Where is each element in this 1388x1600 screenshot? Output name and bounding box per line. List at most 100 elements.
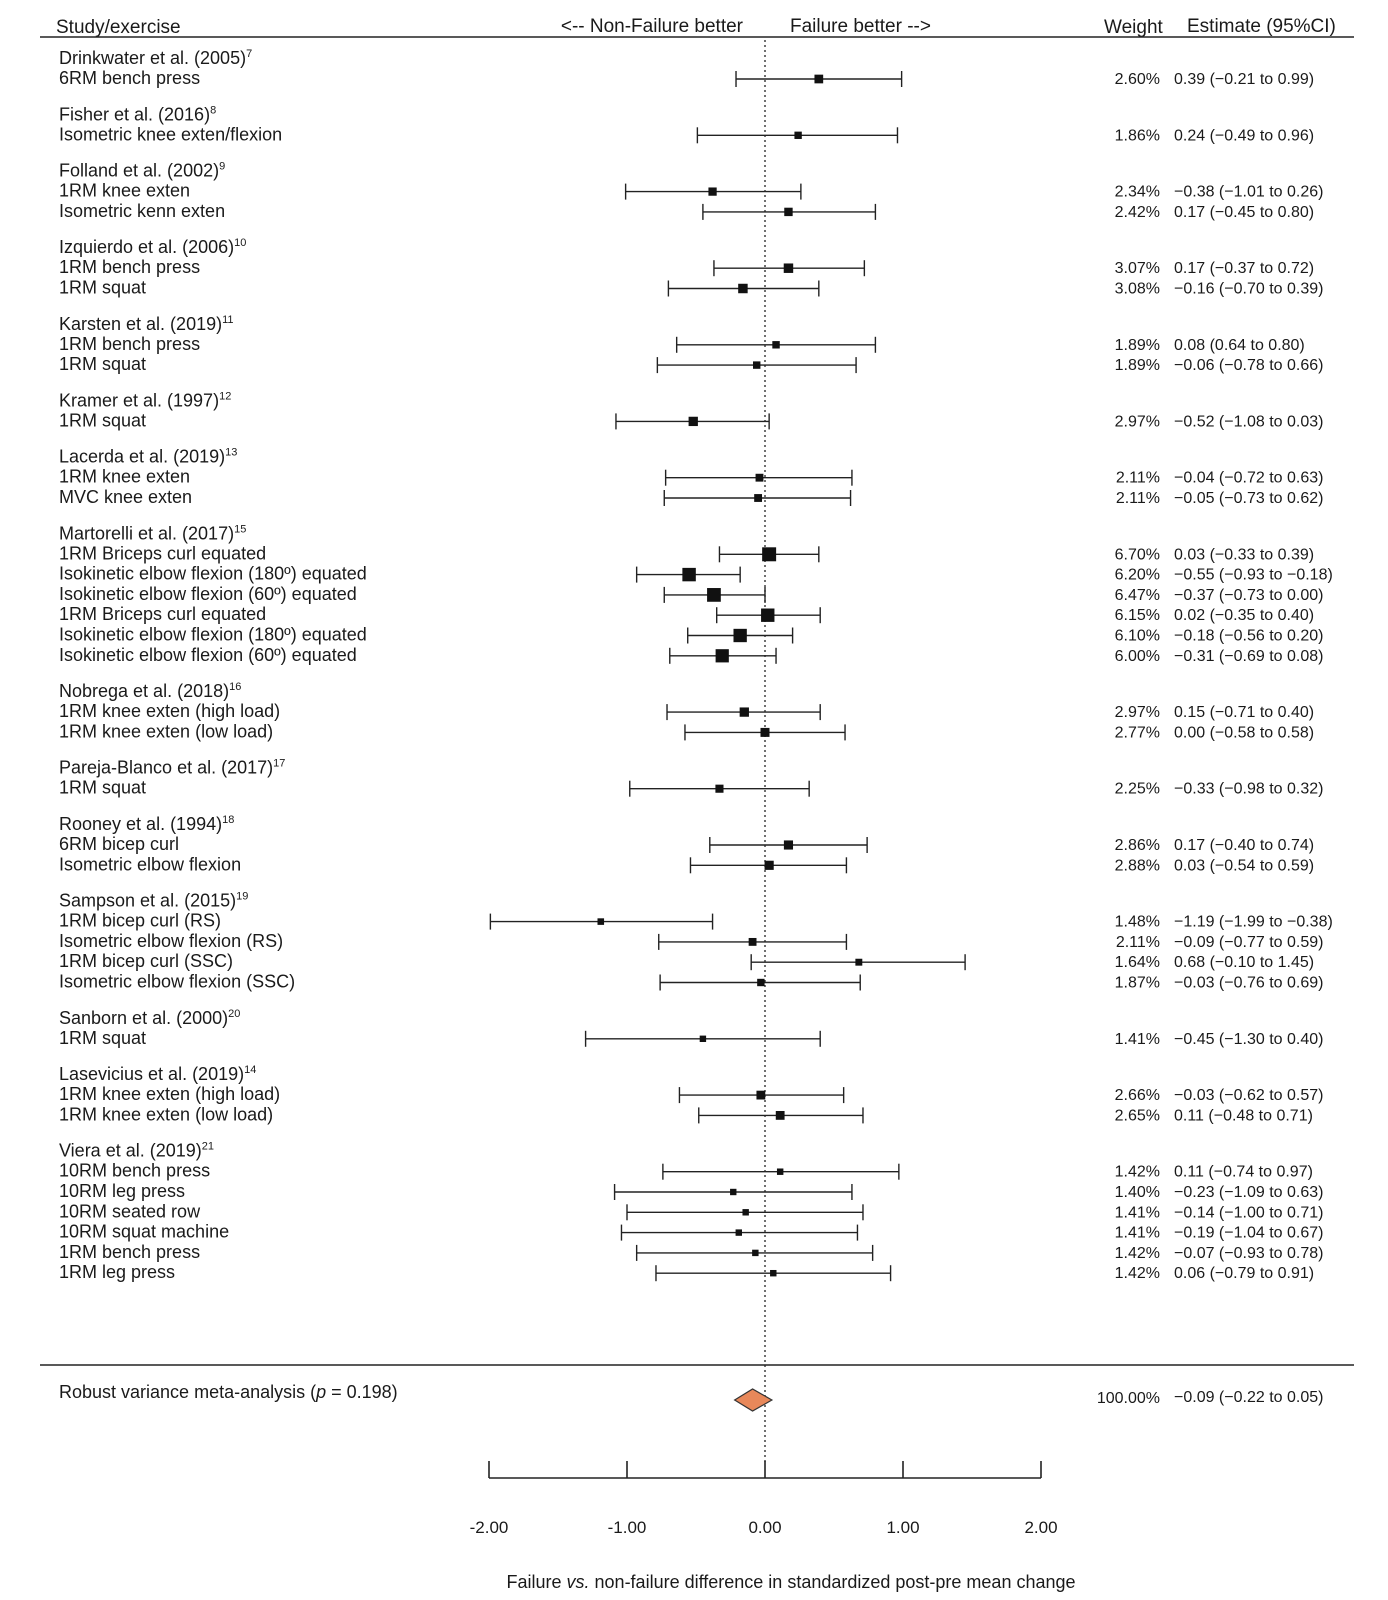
- point-estimate: [733, 628, 747, 643]
- summary-label: Robust variance meta-analysis (p = 0.198…: [59, 1382, 398, 1402]
- estimate-value: 0.17 (−0.37 to 0.72): [1174, 260, 1314, 277]
- exercise-label: Isometric elbow flexion (RS): [59, 931, 283, 951]
- study-name: Martorelli et al. (2017)15: [59, 523, 246, 543]
- point-estimate: [699, 1035, 707, 1043]
- estimate-value: −0.38 (−1.01 to 0.26): [1174, 184, 1323, 201]
- exercise-label: Isometric elbow flexion: [59, 854, 241, 874]
- exercise-label: Isometric elbow flexion (SSC): [59, 972, 295, 992]
- point-estimate: [756, 1090, 766, 1100]
- exercise-label: 1RM bench press: [59, 257, 200, 277]
- study-name: Karsten et al. (2019)11: [59, 314, 234, 334]
- weight-value: 1.86%: [1115, 127, 1160, 144]
- estimate-value: −0.03 (−0.62 to 0.57): [1174, 1087, 1323, 1104]
- exercise-label: 1RM bicep curl (RS): [59, 911, 221, 931]
- point-estimate: [794, 131, 802, 139]
- weight-value: 6.47%: [1115, 587, 1160, 604]
- x-tick-label: -2.00: [470, 1518, 509, 1537]
- weight-value: 1.40%: [1115, 1184, 1160, 1201]
- weight-value: 1.41%: [1115, 1225, 1160, 1242]
- exercise-label: MVC knee exten: [59, 487, 192, 507]
- estimate-value: −0.23 (−1.09 to 0.63): [1174, 1184, 1323, 1201]
- header-estimate: Estimate (95%CI): [1187, 16, 1336, 37]
- x-axis-label: Failure vs. non-failure difference in st…: [506, 1572, 1075, 1592]
- header-left-arrow: <-- Non-Failure better: [561, 16, 744, 37]
- weight-value: 3.08%: [1115, 281, 1160, 298]
- exercise-label: Isokinetic elbow flexion (180º) equated: [59, 625, 367, 645]
- estimate-value: −0.07 (−0.93 to 0.78): [1174, 1245, 1323, 1262]
- exercise-label: Isometric knee exten/flexion: [59, 124, 282, 144]
- weight-value: 1.42%: [1115, 1245, 1160, 1262]
- exercise-label: 1RM knee exten (high load): [59, 1084, 280, 1104]
- weight-value: 1.89%: [1115, 357, 1160, 374]
- exercise-label: 1RM bench press: [59, 1242, 200, 1262]
- exercise-label: 1RM knee exten (low load): [59, 721, 273, 741]
- point-estimate: [783, 263, 794, 273]
- weight-value: 6.20%: [1115, 567, 1160, 584]
- exercise-label: 1RM squat: [59, 778, 146, 798]
- weight-value: 2.34%: [1115, 184, 1160, 201]
- summary-estimate: −0.09 (−0.22 to 0.05): [1174, 1389, 1323, 1406]
- point-estimate: [776, 1168, 784, 1175]
- estimate-value: 0.03 (−0.33 to 0.39): [1174, 546, 1314, 563]
- estimate-value: 0.11 (−0.48 to 0.71): [1174, 1107, 1313, 1124]
- point-estimate: [753, 361, 761, 369]
- summary-weight: 100.00%: [1097, 1390, 1160, 1407]
- point-estimate: [754, 494, 763, 502]
- weight-value: 2.11%: [1116, 490, 1160, 507]
- weight-value: 2.65%: [1115, 1107, 1160, 1124]
- exercise-label: 10RM seated row: [59, 1201, 201, 1221]
- exercise-label: 1RM squat: [59, 278, 146, 298]
- estimate-value: −0.05 (−0.73 to 0.62): [1174, 490, 1323, 507]
- point-estimate: [764, 860, 774, 870]
- weight-value: 6.70%: [1115, 546, 1160, 563]
- estimate-value: −0.18 (−0.56 to 0.20): [1174, 628, 1323, 645]
- estimate-value: −0.31 (−0.69 to 0.08): [1174, 648, 1323, 665]
- estimate-value: −0.14 (−1.00 to 0.71): [1174, 1204, 1323, 1221]
- summary-diamond: [733, 1388, 774, 1412]
- estimate-value: 0.17 (−0.45 to 0.80): [1174, 204, 1314, 221]
- estimate-value: −0.55 (−0.93 to −0.18): [1174, 567, 1333, 584]
- point-estimate: [770, 1269, 777, 1277]
- exercise-label: 1RM bench press: [59, 334, 200, 354]
- weight-value: 1.42%: [1115, 1164, 1160, 1181]
- x-tick-label: -1.00: [608, 1518, 647, 1537]
- weight-value: 1.64%: [1115, 954, 1160, 971]
- weight-value: 1.87%: [1115, 975, 1160, 992]
- study-name: Kramer et al. (1997)12: [59, 390, 231, 410]
- point-estimate: [814, 74, 824, 84]
- header-weight: Weight: [1104, 17, 1164, 38]
- study-name: Drinkwater et al. (2005)7: [59, 48, 252, 68]
- estimate-value: −0.03 (−0.76 to 0.69): [1174, 975, 1323, 992]
- exercise-label: 1RM bicep curl (SSC): [59, 951, 233, 971]
- point-estimate: [855, 958, 863, 966]
- x-tick-label: 1.00: [886, 1518, 919, 1537]
- summary-row: Robust variance meta-analysis (p = 0.198…: [59, 1382, 1323, 1412]
- weight-value: 6.15%: [1115, 607, 1160, 624]
- estimate-value: −0.04 (−0.72 to 0.63): [1174, 470, 1323, 487]
- point-estimate: [715, 649, 729, 663]
- estimate-value: 0.00 (−0.58 to 0.58): [1174, 724, 1314, 741]
- estimate-value: 0.02 (−0.35 to 0.40): [1174, 607, 1314, 624]
- estimate-value: −0.06 (−0.78 to 0.66): [1174, 357, 1323, 374]
- weight-value: 1.41%: [1115, 1031, 1160, 1048]
- point-estimate: [738, 283, 748, 294]
- weight-value: 1.42%: [1115, 1265, 1160, 1282]
- point-estimate: [708, 187, 717, 196]
- weight-value: 2.42%: [1115, 204, 1160, 221]
- study-name: Lacerda et al. (2019)13: [59, 447, 237, 467]
- estimate-value: −1.19 (−1.99 to −0.38): [1174, 914, 1333, 931]
- weight-value: 2.88%: [1115, 857, 1160, 874]
- header-study: Study/exercise: [56, 17, 181, 38]
- weight-value: 2.97%: [1115, 704, 1160, 721]
- point-estimate: [715, 784, 724, 793]
